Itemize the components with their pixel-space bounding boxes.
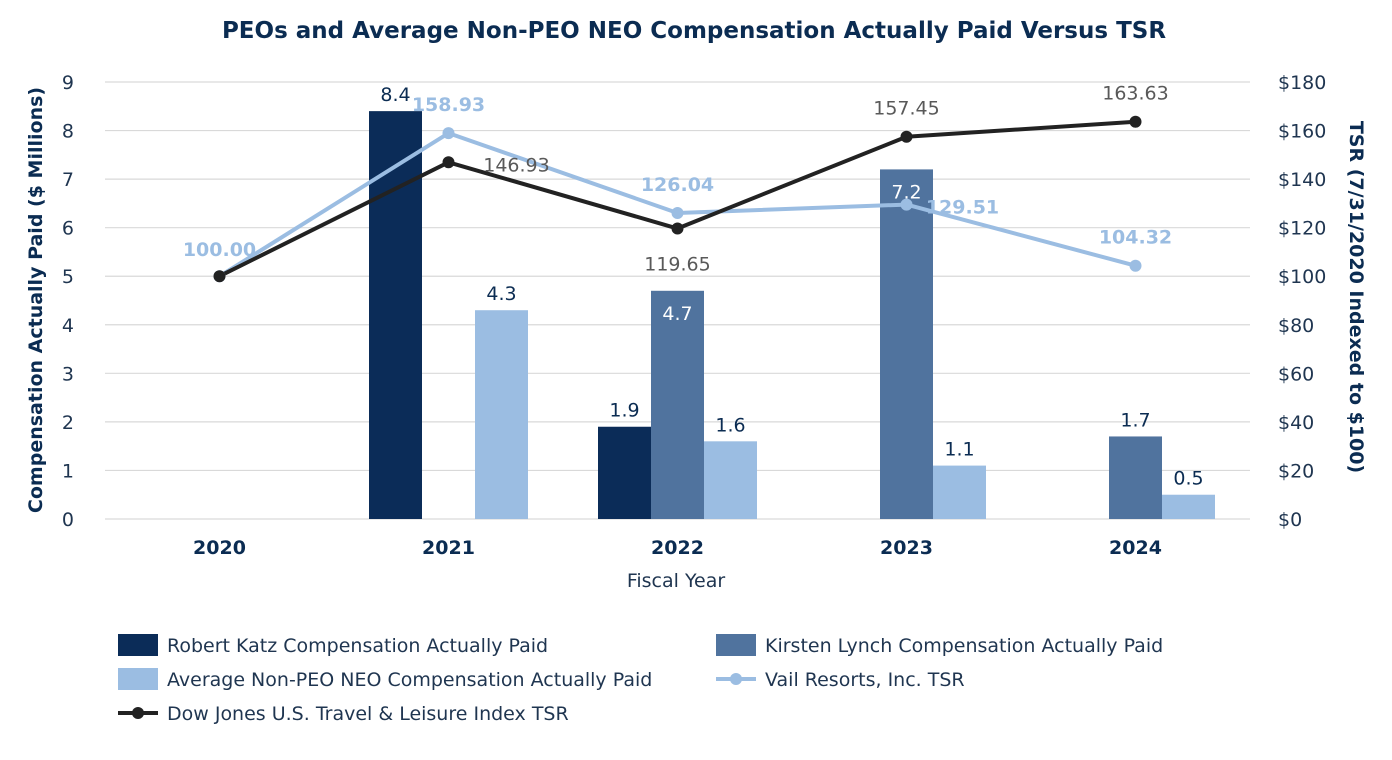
legend: Robert Katz Compensation Actually Paid Ki… [118, 634, 1163, 725]
legend-swatch [716, 634, 756, 656]
y-tick-label: 5 [62, 266, 74, 288]
x-tick-label: 2023 [880, 537, 933, 559]
line-point [671, 207, 684, 220]
bar [369, 111, 422, 519]
y-tick-label: 8 [62, 121, 74, 143]
lines [213, 115, 1142, 283]
chart-title: PEOs and Average Non-PEO NEO Compensatio… [222, 18, 1166, 44]
y2-tick-label: $60 [1278, 363, 1314, 385]
line-point [442, 127, 455, 140]
y-tick-label: 4 [62, 315, 74, 337]
bar-data-label: 0.5 [1173, 468, 1203, 490]
line-point [671, 222, 684, 235]
legend-swatch [118, 634, 158, 656]
line-data-label: 100.00 [183, 239, 256, 261]
legend-label: Dow Jones U.S. Travel & Leisure Index TS… [167, 703, 569, 725]
bar [933, 465, 986, 519]
line-data-label: 157.45 [873, 98, 939, 120]
line-data-label: 163.63 [1102, 83, 1168, 105]
line-data-label: 126.04 [641, 174, 714, 196]
y-axis-title: Compensation Actually Paid ($ Millions) [25, 87, 47, 513]
y2-tick-label: $120 [1278, 218, 1326, 240]
y-tick-label: 1 [62, 460, 74, 482]
y2-axis-title: TSR (7/31/2020 Indexed to $100) [1345, 121, 1367, 473]
bar [880, 169, 933, 519]
x-tick-label: 2021 [422, 537, 475, 559]
bar [475, 310, 528, 519]
y-tick-label: 2 [62, 412, 74, 434]
y2-tick-label: $0 [1278, 509, 1302, 531]
bar-data-label: 1.9 [609, 400, 639, 422]
x-axis-categories: 2020 2021 2022 2023 2024 [193, 537, 1162, 559]
line-point [900, 130, 913, 143]
x-axis-title: Fiscal Year [627, 570, 726, 592]
data-labels: 8.4 1.9 4.7 7.2 1.7 4.3 1.6 1.1 0.5 100.00 158.93 1… [183, 83, 1204, 490]
line-point [1129, 115, 1142, 128]
y2-tick-label: $180 [1278, 72, 1326, 94]
legend-swatch-marker [132, 707, 144, 719]
y2-axis-ticks: $0 $20 $40 $60 $80 $100 $120 $140 $160 $180 [1278, 72, 1326, 531]
y2-tick-label: $40 [1278, 412, 1314, 434]
x-tick-label: 2020 [193, 537, 246, 559]
bar-data-label: 8.4 [380, 84, 410, 106]
bar [651, 290, 704, 519]
bar-data-label: 1.6 [715, 414, 745, 436]
y2-tick-label: $80 [1278, 315, 1314, 337]
legend-label: Kirsten Lynch Compensation Actually Paid [765, 635, 1163, 657]
bar-data-label: 4.3 [486, 283, 516, 305]
y-tick-label: 9 [62, 72, 74, 94]
legend-label: Robert Katz Compensation Actually Paid [167, 635, 548, 657]
bar [1162, 494, 1215, 519]
y2-tick-label: $140 [1278, 169, 1326, 191]
bar-data-label: 1.1 [944, 439, 974, 461]
line-data-label: 158.93 [412, 94, 485, 116]
line-data-label: 104.32 [1099, 227, 1172, 249]
bar-data-label: 1.7 [1120, 409, 1150, 431]
legend-label: Vail Resorts, Inc. TSR [765, 669, 965, 691]
line-point [213, 270, 226, 283]
legend-swatch-marker [730, 673, 742, 685]
x-tick-label: 2024 [1109, 537, 1162, 559]
bar-data-label: 7.2 [891, 181, 921, 203]
bar [704, 441, 757, 519]
y-axis-ticks: 0 1 2 3 4 5 6 7 8 9 [62, 72, 74, 531]
bar-data-label: 4.7 [662, 303, 692, 325]
line-point [900, 198, 913, 211]
line-data-label: 119.65 [644, 254, 710, 276]
bar [598, 426, 651, 519]
y-tick-label: 3 [62, 363, 74, 385]
line-point [442, 156, 455, 169]
y2-tick-label: $160 [1278, 121, 1326, 143]
legend-label: Average Non-PEO NEO Compensation Actuall… [167, 669, 652, 691]
y-tick-label: 7 [62, 169, 74, 191]
line-data-label: 129.51 [926, 197, 999, 219]
bar [1109, 436, 1162, 519]
y-tick-label: 6 [62, 218, 74, 240]
legend-swatch [118, 668, 158, 690]
x-tick-label: 2022 [651, 537, 704, 559]
y-tick-label: 0 [62, 509, 74, 531]
y2-tick-label: $20 [1278, 460, 1314, 482]
line-point [1129, 259, 1142, 272]
line-data-label: 146.93 [483, 154, 549, 176]
y2-tick-label: $100 [1278, 266, 1326, 288]
